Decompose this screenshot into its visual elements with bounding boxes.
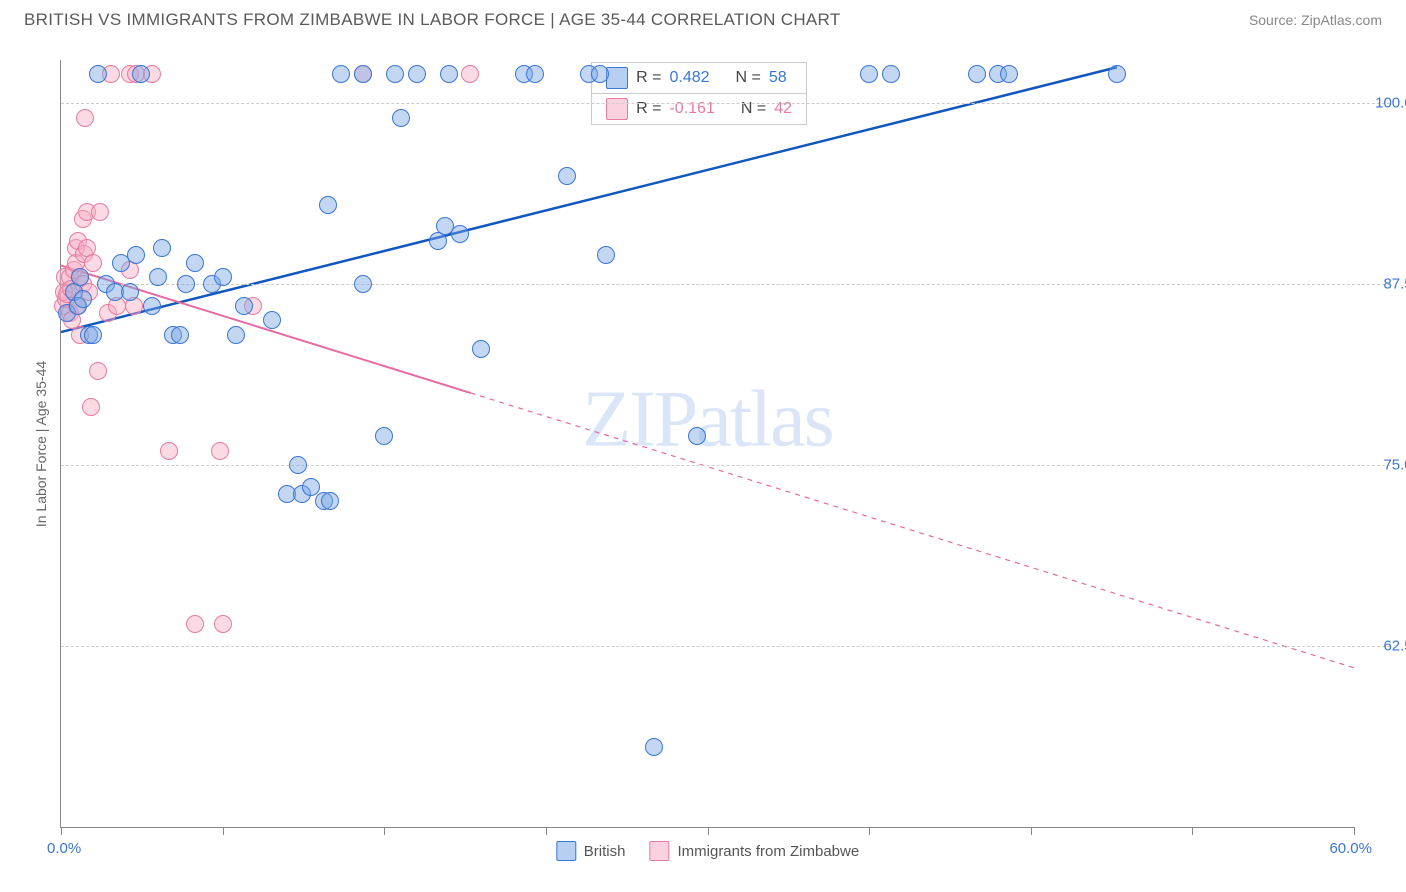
scatter-point-british <box>472 340 490 358</box>
scatter-point-british <box>171 326 189 344</box>
scatter-point-british <box>1000 65 1018 83</box>
scatter-point-british <box>558 167 576 185</box>
scatter-point-british <box>74 290 92 308</box>
gridline <box>61 103 1390 104</box>
legend-row-zimbabwe: R = -0.161 N = 42 <box>592 93 806 124</box>
scatter-point-british <box>153 239 171 257</box>
scatter-point-british <box>263 311 281 329</box>
scatter-point-zimbabwe <box>211 442 229 460</box>
scatter-point-british <box>235 297 253 315</box>
gridline <box>61 284 1390 285</box>
scatter-point-british <box>968 65 986 83</box>
trend-line-solid <box>61 67 1117 332</box>
legend-item-british: British <box>556 841 626 861</box>
scatter-point-british <box>149 268 167 286</box>
n-value-british: 58 <box>769 69 787 87</box>
scatter-point-british <box>354 275 372 293</box>
watermark: ZIPatlas <box>582 375 833 466</box>
scatter-point-british <box>386 65 404 83</box>
trend-line-dashed <box>470 393 1354 668</box>
x-tick <box>708 827 709 835</box>
x-tick <box>1192 827 1193 835</box>
x-tick <box>61 827 62 835</box>
correlation-legend: R = 0.482 N = 58 R = -0.161 N = 42 <box>591 62 807 125</box>
scatter-point-british <box>375 427 393 445</box>
y-tick-label: 100.0% <box>1362 95 1406 112</box>
legend-row-british: R = 0.482 N = 58 <box>592 63 806 93</box>
legend-label-zimbabwe: Immigrants from Zimbabwe <box>677 843 859 860</box>
scatter-point-british <box>186 254 204 272</box>
scatter-point-zimbabwe <box>89 362 107 380</box>
scatter-point-zimbabwe <box>214 615 232 633</box>
scatter-point-british <box>121 283 139 301</box>
legend-item-zimbabwe: Immigrants from Zimbabwe <box>649 841 859 861</box>
y-axis-label: In Labor Force | Age 35-44 <box>33 360 49 526</box>
scatter-point-british <box>1108 65 1126 83</box>
scatter-point-british <box>526 65 544 83</box>
y-tick-label: 87.5% <box>1362 276 1406 293</box>
scatter-point-british <box>392 109 410 127</box>
x-tick <box>384 827 385 835</box>
x-tick <box>869 827 870 835</box>
scatter-point-zimbabwe <box>186 615 204 633</box>
n-label: N = <box>736 69 761 87</box>
x-axis-max-label: 60.0% <box>1329 840 1372 857</box>
scatter-point-zimbabwe <box>160 442 178 460</box>
chart-container: In Labor Force | Age 35-44 ZIPatlas R = … <box>16 40 1390 876</box>
r-label: R = <box>636 69 661 87</box>
scatter-point-british <box>354 65 372 83</box>
scatter-point-zimbabwe <box>461 65 479 83</box>
swatch-pink <box>606 98 628 120</box>
scatter-point-british <box>71 268 89 286</box>
scatter-point-british <box>319 196 337 214</box>
scatter-point-british <box>289 456 307 474</box>
scatter-point-zimbabwe <box>84 254 102 272</box>
scatter-point-british <box>860 65 878 83</box>
legend-label-british: British <box>584 843 626 860</box>
scatter-point-zimbabwe <box>76 109 94 127</box>
header: BRITISH VS IMMIGRANTS FROM ZIMBABWE IN L… <box>0 0 1406 36</box>
scatter-point-british <box>302 478 320 496</box>
x-tick <box>1031 827 1032 835</box>
plot-area: In Labor Force | Age 35-44 ZIPatlas R = … <box>60 60 1354 828</box>
scatter-point-british <box>451 225 469 243</box>
y-tick-label: 62.5% <box>1362 638 1406 655</box>
scatter-point-british <box>127 246 145 264</box>
x-axis-min-label: 0.0% <box>47 840 81 857</box>
scatter-point-british <box>132 65 150 83</box>
gridline <box>61 646 1390 647</box>
scatter-point-british <box>408 65 426 83</box>
swatch-pink <box>649 841 669 861</box>
r-value-british: 0.482 <box>669 69 709 87</box>
scatter-point-british <box>645 738 663 756</box>
chart-title: BRITISH VS IMMIGRANTS FROM ZIMBABWE IN L… <box>24 10 841 30</box>
scatter-point-british <box>227 326 245 344</box>
swatch-blue <box>606 67 628 89</box>
scatter-point-british <box>89 65 107 83</box>
scatter-point-british <box>332 65 350 83</box>
scatter-point-british <box>177 275 195 293</box>
gridline <box>61 465 1390 466</box>
scatter-point-british <box>882 65 900 83</box>
scatter-point-british <box>591 65 609 83</box>
trend-lines <box>61 60 1354 827</box>
scatter-point-british <box>688 427 706 445</box>
x-tick <box>546 827 547 835</box>
series-legend: British Immigrants from Zimbabwe <box>556 841 859 861</box>
scatter-point-zimbabwe <box>82 398 100 416</box>
scatter-point-british <box>440 65 458 83</box>
scatter-point-zimbabwe <box>91 203 109 221</box>
scatter-point-british <box>597 246 615 264</box>
source-attribution: Source: ZipAtlas.com <box>1249 12 1382 28</box>
scatter-point-british <box>143 297 161 315</box>
y-tick-label: 75.0% <box>1362 457 1406 474</box>
x-tick <box>223 827 224 835</box>
x-tick <box>1354 827 1355 835</box>
swatch-blue <box>556 841 576 861</box>
scatter-point-british <box>321 492 339 510</box>
scatter-point-british <box>214 268 232 286</box>
scatter-point-british <box>84 326 102 344</box>
